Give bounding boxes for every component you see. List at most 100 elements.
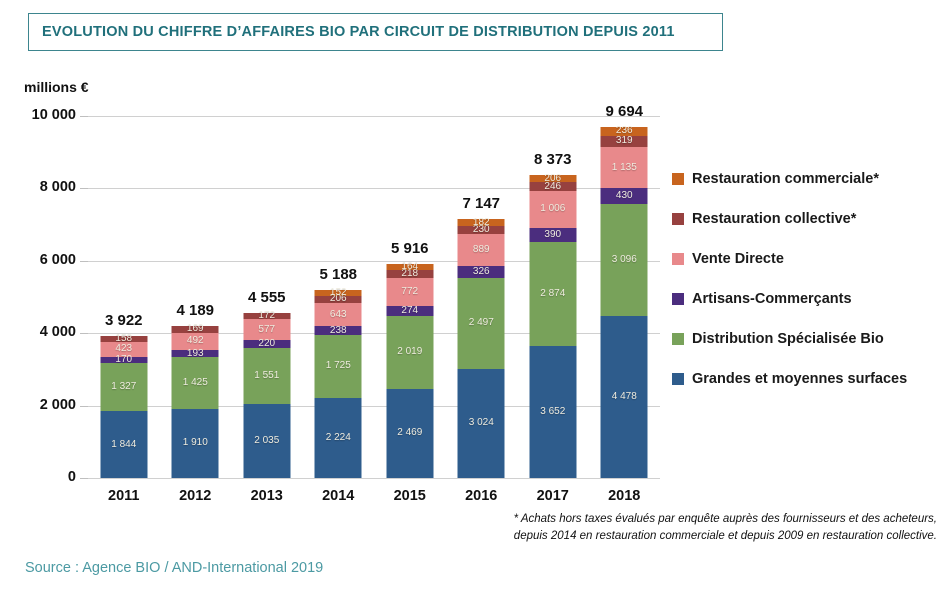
- x-tick-label: 2014: [322, 488, 355, 504]
- segment-value-label: 643: [329, 308, 347, 320]
- y-tick-label: 0: [67, 469, 76, 485]
- segment-value-label: 182: [472, 216, 490, 228]
- segment-value-label: 2 035: [254, 435, 280, 447]
- bar-segment: 182: [457, 216, 505, 228]
- y-tick-label: 6 000: [39, 251, 76, 268]
- y-tick-mark: [80, 405, 88, 407]
- bar-total-label: 4 555: [247, 289, 286, 307]
- bar-slot: 2 469 2 019 274 772 218 164 5 916: [374, 116, 446, 478]
- segment-value-label: 2 224: [325, 431, 351, 443]
- segment-value-label: 1 425: [182, 377, 208, 389]
- segment-value-label: 577: [258, 323, 276, 335]
- bar-segment: 889: [457, 234, 505, 267]
- legend-item: Vente Directe: [672, 251, 907, 267]
- segment-value-label: 169: [186, 323, 204, 335]
- segment-value-label: 326: [472, 266, 490, 278]
- legend-item: Artisans-Commerçants: [672, 291, 907, 307]
- bar-segment: 158: [100, 332, 148, 344]
- stacked-bar: 3 024 2 497 326 889 230 182: [457, 216, 505, 478]
- bar-slot: 2 035 1 551 220 577 172 4 555: [231, 116, 303, 478]
- bar-segment: 1 135: [600, 147, 648, 189]
- segment-value-label: 3 652: [540, 405, 566, 417]
- legend-label: Vente Directe: [692, 251, 784, 267]
- legend-item: Restauration collective*: [672, 211, 907, 227]
- bar-segment: 577: [243, 319, 291, 341]
- bar-segment: 3 024: [457, 368, 505, 478]
- y-tick-mark: [80, 260, 88, 262]
- bar-segment: 1 006: [529, 191, 577, 228]
- gridline: [88, 260, 660, 262]
- legend-item: Restauration commerciale*: [672, 171, 907, 187]
- segment-value-label: 430: [615, 190, 633, 202]
- bar-segment: 1 327: [100, 363, 148, 412]
- gridline: [88, 478, 660, 479]
- y-tick-mark: [80, 116, 88, 117]
- segment-value-label: 1 910: [182, 437, 208, 449]
- legend-label: Restauration commerciale*: [692, 171, 879, 187]
- bar-segment: 2 469: [386, 388, 434, 478]
- bar-segment: 492: [171, 332, 219, 351]
- bar-segment: 2 497: [457, 278, 505, 369]
- segment-value-label: 170: [115, 354, 133, 366]
- stacked-bar: 2 469 2 019 274 772 218 164: [386, 261, 434, 478]
- bar-segment: 152: [314, 287, 362, 297]
- bar-segment: 1 725: [314, 335, 362, 398]
- chart-legend: Restauration commerciale* Restauration co…: [672, 171, 907, 411]
- segment-value-label: 889: [472, 244, 490, 256]
- legend-label: Artisans-Commerçants: [692, 291, 852, 307]
- segment-value-label: 193: [186, 347, 204, 359]
- footnote-line-1: * Achats hors taxes évalués par enquête …: [513, 513, 937, 525]
- segment-value-label: 2 497: [468, 317, 494, 329]
- segment-value-label: 1 135: [611, 161, 637, 173]
- bar-segment: 1 844: [100, 411, 148, 478]
- stacked-bar: 2 224 1 725 238 643 206 152: [314, 287, 362, 478]
- bar-total-label: 5 188: [319, 266, 358, 284]
- segment-value-label: 2 019: [397, 346, 423, 358]
- bar-slot: 4 478 3 096 430 1 135 319 236 9 694: [589, 103, 661, 478]
- bar-total-label: 8 373: [533, 150, 572, 168]
- stacked-bar: 1 910 1 425 193 492 169: [171, 323, 219, 478]
- stacked-bar: 2 035 1 551 220 577 172: [243, 310, 291, 478]
- stacked-bar: 4 478 3 096 430 1 135 319 236: [600, 126, 648, 478]
- bar-segment: 1 551: [243, 348, 291, 405]
- gridline: [88, 188, 660, 190]
- legend-label: Distribution Spécialisée Bio: [692, 331, 884, 347]
- segment-value-label: 390: [544, 228, 562, 240]
- source-caption: Source : Agence BIO / AND-International …: [25, 560, 324, 576]
- segment-value-label: 172: [258, 310, 276, 322]
- legend-item: Distribution Spécialisée Bio: [672, 331, 907, 347]
- bar-segment: 390: [529, 227, 577, 242]
- segment-value-label: 492: [186, 335, 204, 347]
- legend-swatch: [672, 333, 684, 345]
- bar-segment: 246: [529, 180, 577, 192]
- segment-value-label: 1 006: [540, 203, 566, 215]
- plot-area: 2011 1 844 1 327 170 423 158 3 922 2012 1 910 1 4…: [88, 103, 661, 504]
- bar-segment: 1 425: [171, 357, 219, 409]
- stacked-bar: 3 652 2 874 390 1 006 246 206: [529, 172, 577, 478]
- bar-segment: 218: [386, 268, 434, 278]
- segment-value-label: 206: [329, 293, 347, 305]
- bar-segment: 2 035: [243, 404, 291, 478]
- legend-swatch: [672, 173, 684, 185]
- stacked-bar: 1 844 1 327 170 423 158: [100, 332, 148, 478]
- bar-segment: 274: [386, 304, 434, 316]
- legend-item: Grandes et moyennes surfaces: [672, 371, 907, 387]
- bar-segment: 430: [600, 188, 648, 204]
- y-tick-mark: [80, 333, 88, 335]
- segment-value-label: 1 844: [111, 438, 137, 450]
- segment-value-label: 246: [544, 180, 562, 192]
- bar-segment: 423: [100, 341, 148, 358]
- segment-value-label: 1 327: [111, 381, 137, 393]
- segment-value-label: 2 469: [397, 427, 423, 439]
- segment-value-label: 158: [115, 332, 133, 344]
- segment-value-label: 206: [544, 172, 562, 184]
- x-tick-label: 2016: [465, 488, 498, 504]
- x-tick-label: 2015: [393, 488, 426, 504]
- bar-segment: 220: [243, 339, 291, 349]
- y-tick-label: 4 000: [39, 324, 76, 341]
- legend-swatch: [672, 253, 684, 265]
- x-tick-label: 2012: [179, 488, 212, 504]
- segment-value-label: 274: [401, 304, 419, 316]
- segment-value-label: 1 725: [325, 360, 351, 372]
- bar-segment: 2 019: [386, 315, 434, 389]
